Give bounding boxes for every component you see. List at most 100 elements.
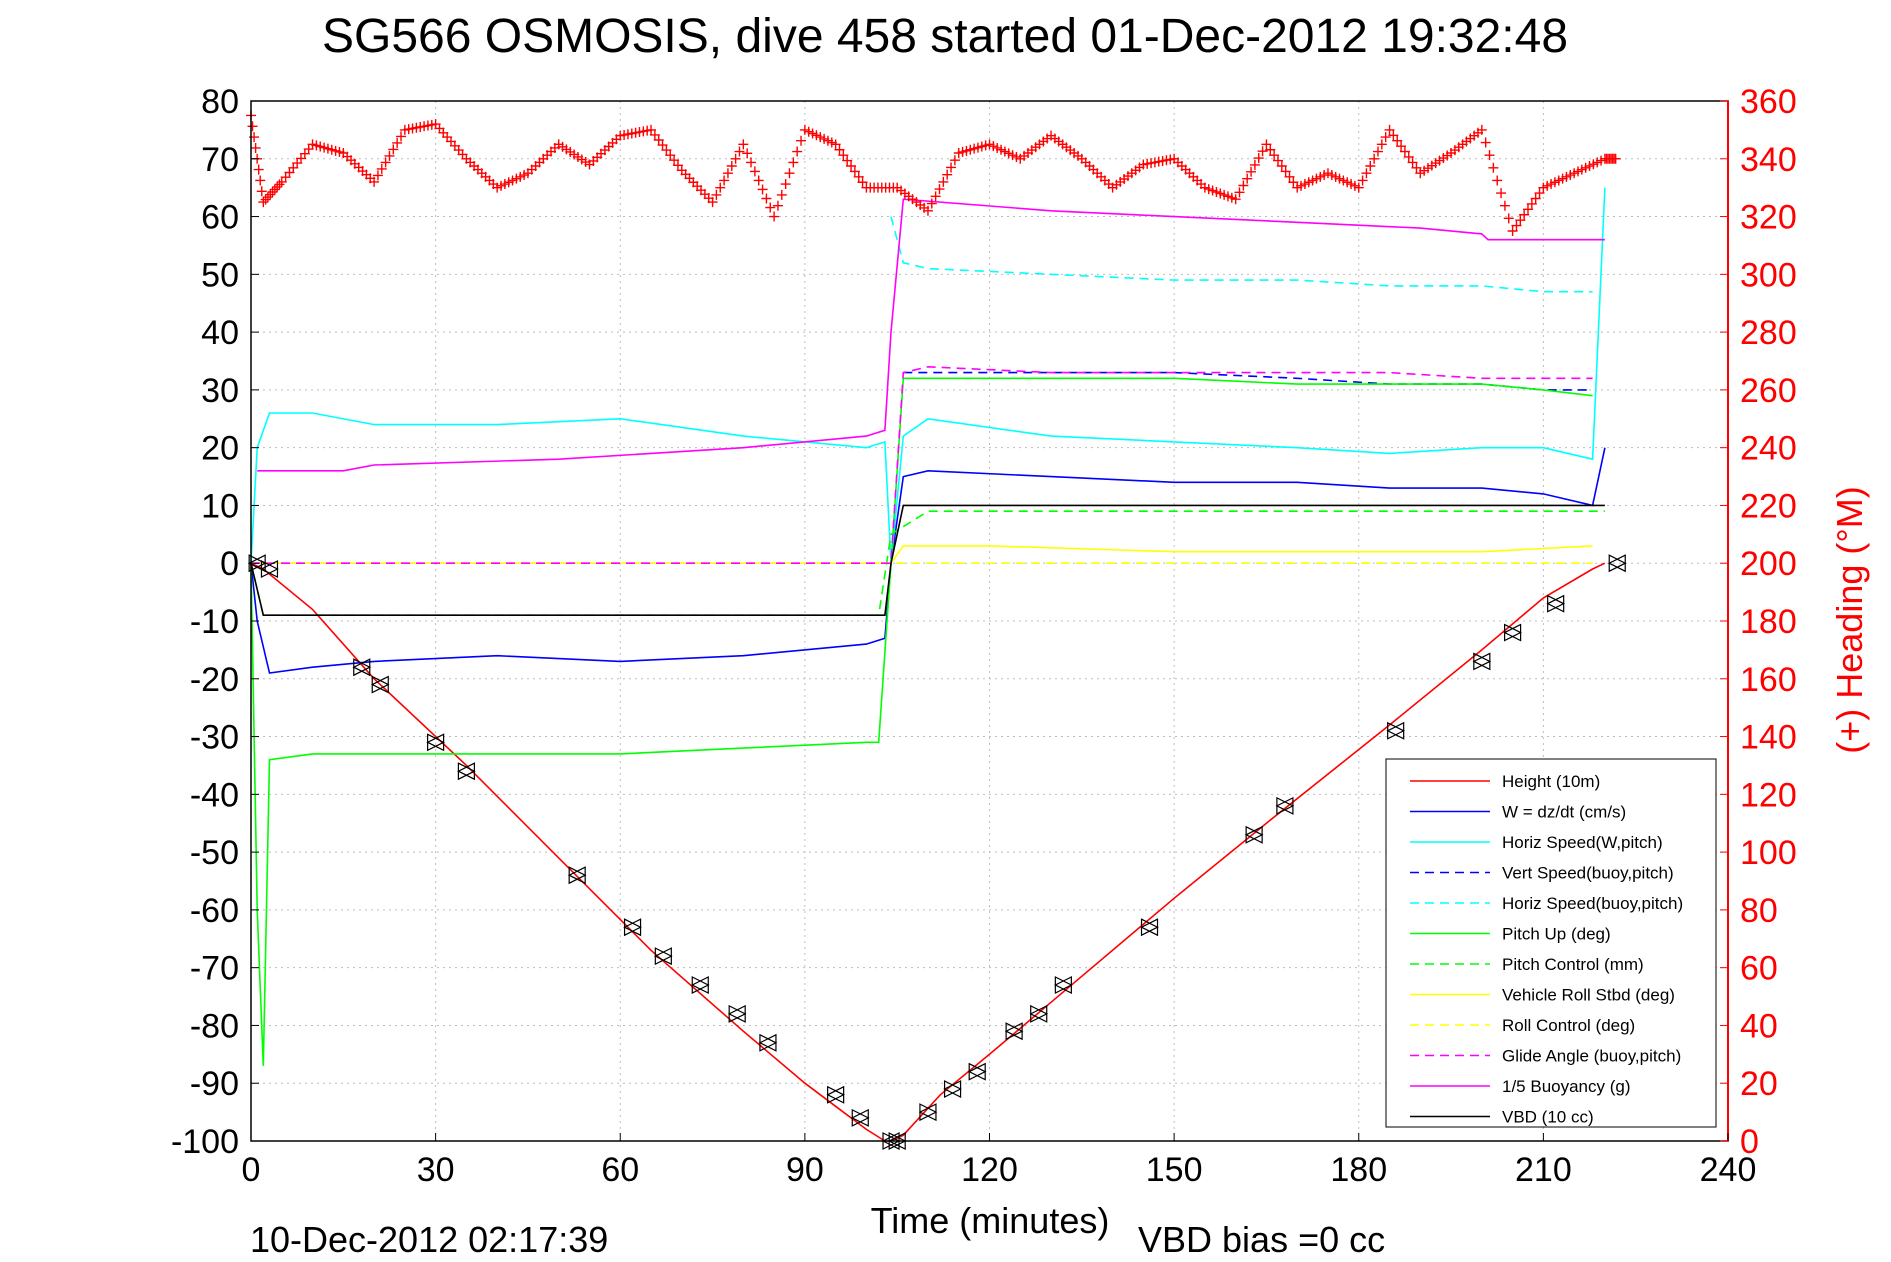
heading-point xyxy=(269,184,280,195)
heading-point xyxy=(267,187,278,197)
height-marker xyxy=(1607,554,1627,573)
heading-point xyxy=(1234,187,1245,198)
heading-point xyxy=(388,144,399,155)
heading-point xyxy=(719,175,730,186)
y-tick-label: 0 xyxy=(220,545,239,583)
x-tick-label: 30 xyxy=(417,1151,455,1189)
heading-point xyxy=(1280,166,1291,177)
height-marker xyxy=(1546,594,1566,613)
heading-point xyxy=(769,211,780,222)
heading-point xyxy=(722,168,733,179)
y-tick-label: -30 xyxy=(190,719,239,757)
right-y-tick-label: 40 xyxy=(1740,1007,1778,1045)
height-marker xyxy=(1386,721,1406,740)
heading-point xyxy=(1276,161,1287,171)
footer-date: 10-Dec-2012 02:17:39 xyxy=(250,1219,608,1260)
heading-point xyxy=(1411,162,1422,173)
heading-point xyxy=(1519,209,1530,220)
height-marker xyxy=(826,1085,845,1104)
plot-area xyxy=(250,187,1606,1142)
heading-point xyxy=(780,179,791,190)
right-y-tick-label: 100 xyxy=(1740,834,1797,872)
heading-point xyxy=(1499,200,1510,211)
series-horiz-speed-buoy-pitch xyxy=(890,216,1593,293)
heading-point xyxy=(258,197,269,208)
legend-entry-pitch-control-mm: Pitch Control (mm) xyxy=(1410,955,1644,974)
legend-entry-w-dz-dt-cm-s: W = dz/dt (cm/s) xyxy=(1410,803,1626,822)
legend-entry-roll-control-deg: Roll Control (deg) xyxy=(1410,1016,1635,1035)
heading-point xyxy=(265,189,276,200)
heading-point xyxy=(1526,198,1537,209)
heading-point xyxy=(711,189,722,200)
heading-point xyxy=(830,139,841,150)
right-y-tick-label: 160 xyxy=(1740,661,1797,699)
x-axis-label: Time (minutes) xyxy=(871,1200,1110,1241)
heading-point xyxy=(784,168,795,179)
heading-point xyxy=(857,177,868,188)
height-marker xyxy=(653,947,673,966)
legend-label: Roll Control (deg) xyxy=(1502,1016,1635,1035)
x-tick-label: 150 xyxy=(1146,1151,1203,1189)
legend-label: Pitch Up (deg) xyxy=(1502,925,1611,944)
right-y-tick-label: 20 xyxy=(1740,1065,1778,1103)
heading-point xyxy=(715,182,726,193)
chart-title: SG566 OSMOSIS, dive 458 started 01-Dec-2… xyxy=(322,10,1568,63)
right-y-axis-ticks: 3603403203002802602402202001801601401201… xyxy=(1720,83,1797,1161)
height-marker xyxy=(918,1103,938,1122)
heading-point xyxy=(946,162,957,173)
heading-point xyxy=(260,194,271,205)
x-tick-label: 0 xyxy=(242,1151,261,1189)
right-y-tick-label: 140 xyxy=(1740,719,1797,757)
heading-point xyxy=(776,189,787,200)
heading-point xyxy=(649,129,660,140)
height-marker xyxy=(727,1004,747,1023)
heading-point xyxy=(942,169,953,180)
y-tick-label: 60 xyxy=(201,199,239,237)
height-marker xyxy=(623,918,642,937)
heading-point xyxy=(1399,146,1410,157)
height-marker xyxy=(758,1033,778,1052)
heading-point xyxy=(1484,150,1495,161)
heading-point xyxy=(1253,153,1264,164)
legend-entry-pitch-up-deg: Pitch Up (deg) xyxy=(1410,925,1611,944)
heading-point xyxy=(765,202,776,213)
height-marker xyxy=(457,762,476,781)
height-markers xyxy=(247,554,1627,1150)
heading-point xyxy=(838,150,849,161)
height-marker xyxy=(1054,976,1073,994)
right-y-axis-label: (+) Heading (°M) xyxy=(1829,486,1870,753)
y-tick-label: 10 xyxy=(201,487,239,525)
height-marker xyxy=(1503,623,1522,642)
y-tick-label: 20 xyxy=(201,430,239,468)
heading-point xyxy=(1357,175,1368,186)
legend-entry-vehicle-roll-stbd-deg: Vehicle Roll Stbd (deg) xyxy=(1410,986,1675,1005)
heading-point xyxy=(1396,141,1407,152)
legend-label: Vert Speed(buoy,pitch) xyxy=(1502,864,1674,883)
x-tick-label: 210 xyxy=(1515,1151,1572,1189)
heading-point xyxy=(834,144,845,155)
legend-label: VBD (10 cc) xyxy=(1502,1108,1594,1127)
right-y-tick-label: 340 xyxy=(1740,141,1797,179)
heading-point xyxy=(926,198,937,209)
legend-entry-horiz-speed-w-pitch: Horiz Speed(W,pitch) xyxy=(1410,833,1663,852)
heading-point xyxy=(734,146,745,157)
heading-point xyxy=(384,150,395,161)
heading-point xyxy=(922,205,933,216)
heading-point xyxy=(369,176,380,187)
height-marker xyxy=(1029,1004,1049,1023)
heading-point xyxy=(665,150,676,161)
heading-point xyxy=(934,184,945,195)
height-marker xyxy=(967,1062,987,1081)
heading-point xyxy=(949,155,960,166)
y-tick-label: -50 xyxy=(190,834,239,872)
heading-point xyxy=(792,146,803,157)
heading-point xyxy=(1269,150,1280,161)
heading-point xyxy=(1265,144,1276,155)
heading-point xyxy=(1503,213,1514,224)
heading-point xyxy=(661,145,672,156)
height-marker xyxy=(690,976,710,994)
footer-vbd-bias: VBD bias =0 cc xyxy=(1138,1219,1385,1260)
heading-point xyxy=(646,124,657,135)
heading-point xyxy=(1388,130,1399,141)
series-vbd-10-cc xyxy=(250,504,1605,617)
